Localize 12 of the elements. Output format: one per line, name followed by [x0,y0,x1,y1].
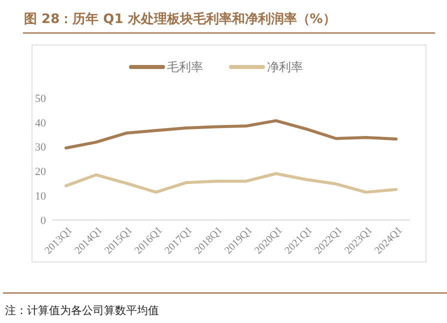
y-tick-label: 0 [40,214,46,227]
chart-title: 图 28：历年 Q1 水处理板块毛利率和净利润率（%） [24,11,336,27]
y-tick-label: 40 [35,117,46,130]
y-tick-label: 30 [35,142,46,154]
y-tick-label: 20 [35,166,46,178]
y-tick-label: 50 [35,92,46,105]
y-tick-label: 10 [35,190,46,202]
legend-label: 毛利率 [167,60,203,74]
text: 注：计算值为各公司算数平均值 [5,304,159,317]
legend-label: 净利率 [267,60,303,74]
line-series [64,119,398,150]
line-series [64,172,398,194]
